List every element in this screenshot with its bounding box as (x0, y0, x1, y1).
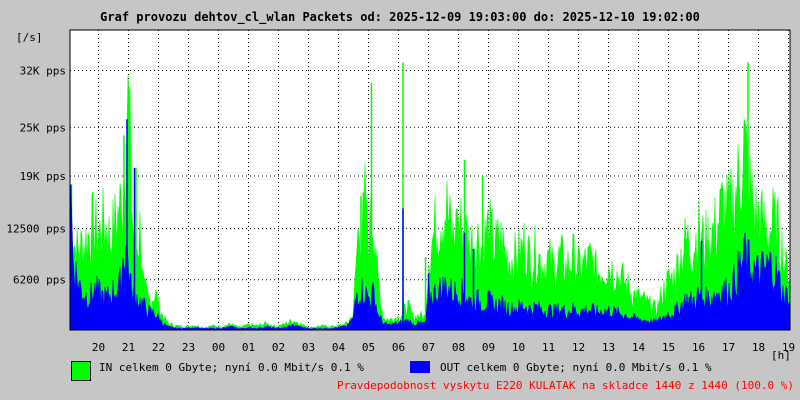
x-tick-label: 08 (452, 341, 465, 354)
x-tick-label: 22 (152, 341, 165, 354)
x-tick-label: 02 (272, 341, 285, 354)
x-tick-label: 05 (362, 341, 375, 354)
x-tick-label: 04 (332, 341, 346, 354)
x-tick-label: 10 (512, 341, 525, 354)
x-tick-label: 00 (212, 341, 225, 354)
x-tick-label: 21 (122, 341, 135, 354)
x-tick-label: 18 (752, 341, 765, 354)
y-tick-label: 25K pps (20, 121, 66, 134)
legend-out-label: OUT celkem 0 Gbyte; nyní 0.0 Mbit/s 0.1 … (440, 361, 712, 374)
x-tick-labels: 20 21 22 23 00 01 02 03 04 05 06 07 08 09 10 11 12 13 14 15… (92, 341, 795, 354)
x-tick-label: 17 (722, 341, 735, 354)
x-tick-label: 19 (782, 341, 795, 354)
legend-in-swatch (71, 361, 91, 381)
x-tick-label: 01 (242, 341, 255, 354)
x-tick-label: 13 (602, 341, 615, 354)
y-tick-label: 32K pps (20, 65, 66, 78)
x-tick-label: 06 (392, 341, 405, 354)
x-tick-label: 14 (632, 341, 646, 354)
x-tick-label: 11 (542, 341, 555, 354)
x-tick-label: 23 (182, 341, 195, 354)
y-tick-label: 6200 pps (13, 274, 66, 287)
plot-border (69, 29, 791, 331)
x-tick-label: 20 (92, 341, 105, 354)
series-out-area (69, 184, 791, 331)
x-tick-label: 07 (422, 341, 435, 354)
x-tick-label: 09 (482, 341, 495, 354)
footer-note: Pravdepodobnost vyskytu E220 KULATAK na … (337, 379, 794, 392)
x-tick-label: 03 (302, 341, 315, 354)
x-tick-label: 16 (692, 341, 705, 354)
x-unit-label: [h] (771, 349, 791, 362)
chart-title: Graf provozu dehtov_cl_wlan Packets od: … (100, 10, 700, 24)
y-tick-label: 19K pps (20, 170, 66, 183)
series-layer (69, 62, 791, 331)
legend-in-label: IN celkem 0 Gbyte; nyní 0.0 Mbit/s 0.1 % (99, 361, 364, 374)
y-tick-labels: 6200 pps 12500 pps 19K pps 25K pps 32K pps (6, 65, 66, 287)
y-unit-label: [/s] (16, 31, 43, 44)
x-tick-label: 12 (572, 341, 585, 354)
x-tick-label: 15 (662, 341, 675, 354)
legend-out-swatch (410, 361, 430, 373)
y-tick-label: 12500 pps (6, 223, 66, 236)
